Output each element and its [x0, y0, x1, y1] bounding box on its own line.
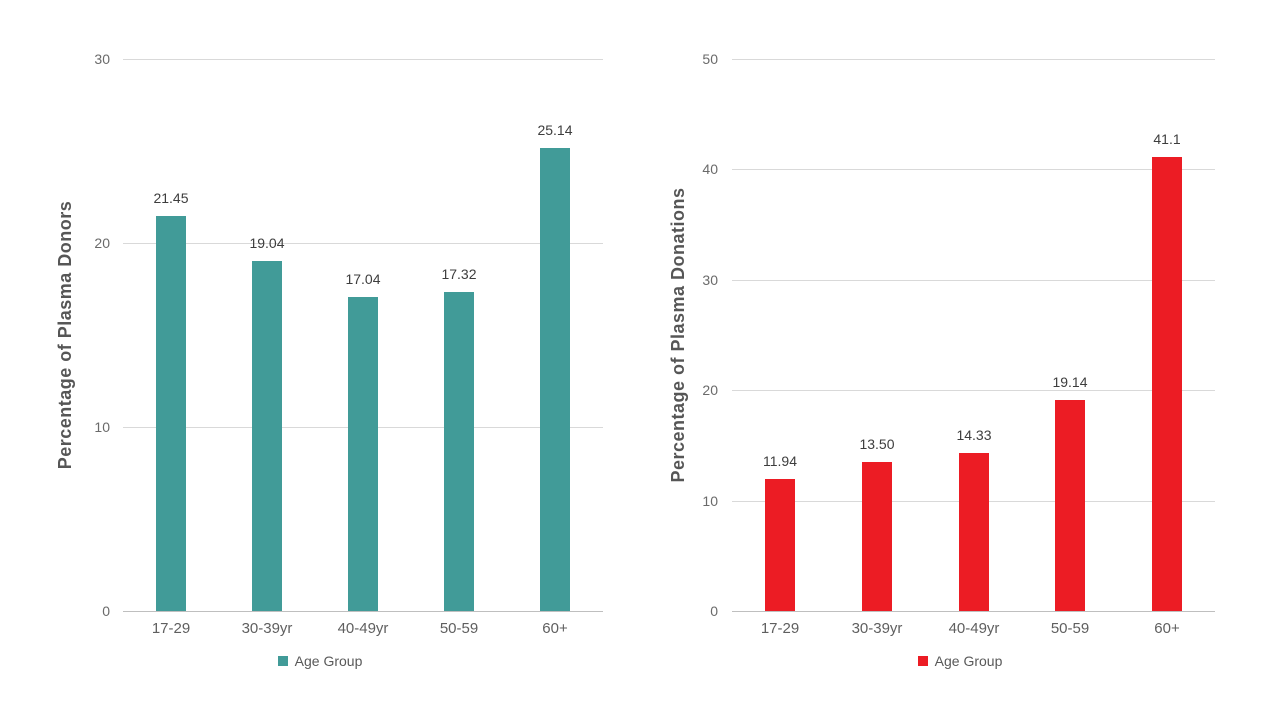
bar-value-label: 19.04	[249, 235, 285, 251]
bar-value-label: 11.94	[763, 453, 797, 469]
gridline	[732, 280, 1215, 281]
bar	[252, 261, 282, 611]
bar	[540, 148, 570, 611]
x-category-label: 40-49yr	[948, 620, 1000, 637]
y-axis-title-donations: Percentage of Plasma Donations	[668, 187, 688, 483]
gridline	[732, 169, 1215, 170]
x-category-label: 50-59	[439, 620, 479, 637]
x-category-label: 60+	[1154, 620, 1180, 637]
bar	[156, 216, 186, 611]
y-tick-label: 10	[94, 419, 110, 435]
bar	[765, 479, 795, 611]
gridline	[732, 390, 1215, 391]
bar-value-label: 19.14	[1052, 374, 1088, 390]
gridline	[123, 243, 603, 244]
chart-plasma-donors: Percentage of Plasma Donors 0 10 20 30 21.45…	[0, 51, 640, 670]
y-tick-label: 30	[94, 51, 110, 67]
x-category-label: 17-29	[151, 620, 191, 637]
gridline	[123, 59, 603, 60]
bar	[862, 462, 892, 611]
legend-donations: Age Group	[640, 652, 1280, 670]
bar-value-label: 14.33	[956, 427, 992, 443]
x-category-label: 30-39yr	[851, 620, 903, 637]
y-tick-label: 30	[702, 272, 718, 288]
x-category-label: 30-39yr	[241, 620, 293, 637]
y-tick-label: 20	[702, 382, 718, 398]
legend-donors: Age Group	[0, 652, 640, 670]
y-tick-label: 10	[702, 493, 718, 509]
y-tick-label: 20	[94, 235, 110, 251]
legend-label: Age Group	[934, 653, 1003, 669]
y-axis-title-donors: Percentage of Plasma Donors	[55, 200, 75, 470]
chart-plasma-donations: Percentage of Plasma Donations 0 10 20 30 40…	[640, 0, 1280, 720]
x-category-label: 60+	[542, 620, 568, 637]
x-category-label: 17-29	[760, 620, 800, 637]
bar	[348, 297, 378, 611]
x-axis-line	[123, 611, 603, 612]
legend-swatch-icon	[917, 656, 928, 666]
bar-value-label: 17.32	[441, 266, 477, 282]
y-tick-label: 0	[710, 603, 718, 619]
x-axis-line	[732, 611, 1215, 612]
bar	[1152, 157, 1182, 611]
legend-swatch-icon	[277, 656, 288, 666]
bar	[959, 453, 989, 611]
gridline	[732, 59, 1215, 60]
bar-value-label: 17.04	[345, 271, 381, 287]
y-tick-label: 40	[702, 161, 718, 177]
x-category-label: 40-49yr	[337, 620, 389, 637]
legend-label: Age Group	[294, 653, 363, 669]
bar-value-label: 41.1	[1153, 131, 1181, 147]
x-category-label: 50-59	[1050, 620, 1090, 637]
bar	[444, 292, 474, 611]
y-tick-label: 50	[702, 51, 718, 67]
bar-value-label: 21.45	[153, 190, 189, 206]
bar	[1055, 400, 1085, 611]
bar-value-label: 13.50	[859, 436, 895, 452]
bar-value-label: 25.14	[537, 122, 573, 138]
y-tick-label: 0	[102, 603, 110, 619]
